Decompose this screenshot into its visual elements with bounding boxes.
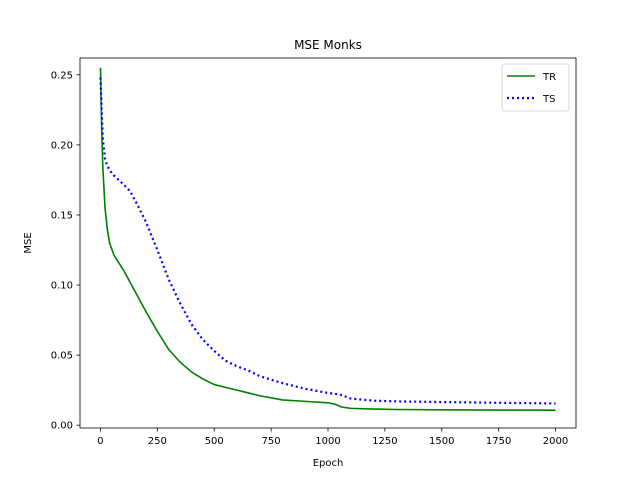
x-tick-label: 750 xyxy=(262,436,281,447)
x-tick-label: 1750 xyxy=(486,436,511,447)
y-tick-label: 0.20 xyxy=(51,140,73,151)
y-axis: 0.00 0.05 0.10 0.15 0.20 0.25 xyxy=(51,70,80,432)
series-line-ts xyxy=(99,77,556,405)
legend-box xyxy=(501,63,570,112)
plot-area xyxy=(79,57,577,429)
x-tick-label: 500 xyxy=(205,436,224,447)
x-tick-label: 1500 xyxy=(429,436,454,447)
x-tick-label: 2000 xyxy=(543,436,568,447)
x-tick-label: 250 xyxy=(148,436,167,447)
x-tick-label: 1250 xyxy=(372,436,397,447)
x-axis: 0 250 500 750 1000 1250 1500 1750 2000 xyxy=(97,428,568,447)
y-tick-label: 0.25 xyxy=(51,70,73,81)
legend-label-tr: TR xyxy=(542,72,556,83)
y-tick-label: 0.00 xyxy=(51,421,73,432)
x-axis-label: Epoch xyxy=(313,458,344,469)
legend: TR TS xyxy=(501,63,570,112)
chart-title: MSE Monks xyxy=(294,38,362,52)
x-tick-label: 0 xyxy=(97,436,103,447)
x-tick-label: 1000 xyxy=(315,436,340,447)
y-tick-label: 0.05 xyxy=(51,351,73,362)
y-axis-label: MSE xyxy=(23,232,34,253)
y-tick-label: 0.15 xyxy=(51,210,73,221)
legend-label-ts: TS xyxy=(542,94,555,105)
series-line-tr xyxy=(99,67,556,412)
y-tick-label: 0.10 xyxy=(51,281,73,292)
